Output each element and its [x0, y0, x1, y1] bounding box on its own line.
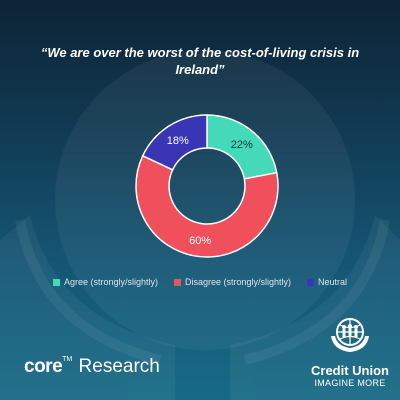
legend-swatch [52, 278, 60, 286]
core-wordmark: core [24, 356, 63, 377]
trademark-mark: TM [62, 356, 73, 363]
legend-swatch [173, 278, 181, 286]
legend-item: Agree (strongly/slightly) [52, 277, 158, 287]
donut-slice-disagree [135, 154, 279, 258]
chart-legend: Agree (strongly/slightly) Disagree (stron… [0, 277, 400, 287]
slice-value-label: 22% [231, 139, 253, 151]
credit-union-emblem-icon [331, 318, 369, 352]
research-wordmark: Research [78, 356, 160, 377]
credit-union-name: Credit Union [311, 363, 389, 378]
legend-swatch [307, 278, 315, 286]
slice-value-label: 60% [189, 235, 211, 247]
legend-item: Neutral [307, 277, 347, 287]
credit-union-tagline: IMAGINE MORE [314, 378, 386, 388]
legend-label: Disagree (strongly/slightly) [184, 277, 292, 287]
credit-union-logo: Credit Union IMAGINE MORE [300, 316, 400, 388]
core-research-logo: coreTM Research [24, 356, 160, 378]
slice-value-label: 18% [167, 135, 189, 147]
donut-slice-neutral [141, 114, 208, 171]
legend-label: Neutral [318, 277, 348, 287]
legend-label: Agree (strongly/slightly) [63, 277, 158, 287]
legend-item: Disagree (strongly/slightly) [173, 277, 292, 287]
chart-title: “We are over the worst of the cost-of-li… [40, 45, 360, 77]
